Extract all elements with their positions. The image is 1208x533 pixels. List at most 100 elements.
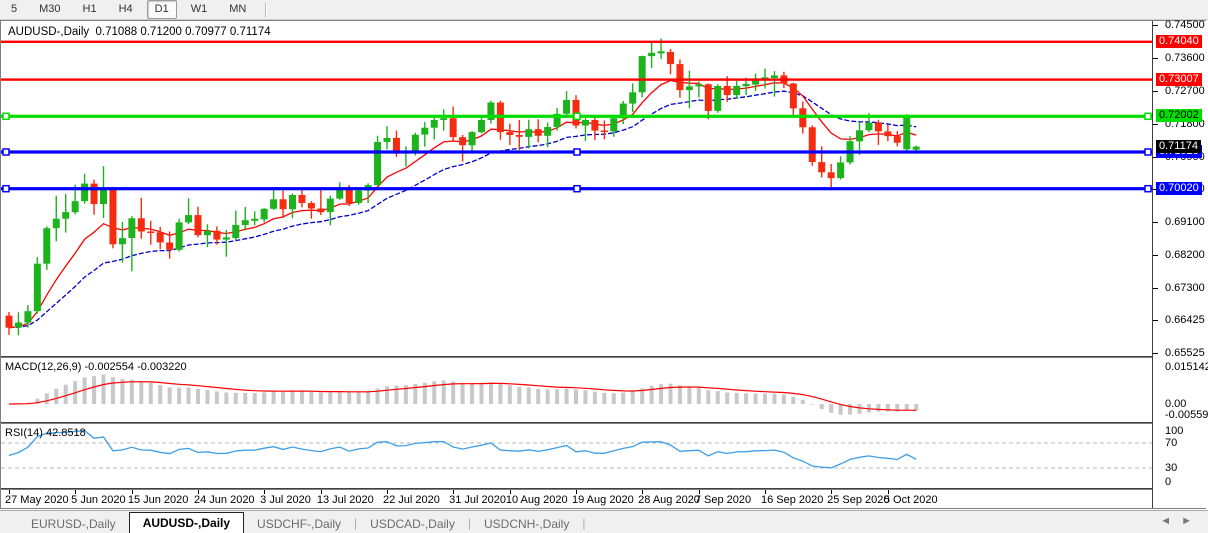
hline-price-badge[interactable]: 0.72002: [1156, 109, 1202, 122]
rsi-panel[interactable]: RSI(14) 42.8518: [1, 424, 1152, 488]
date-tick-label: 16 Sep 2020: [761, 494, 824, 506]
candle-body: [544, 127, 552, 136]
macd-histogram-bar: [630, 391, 635, 404]
candle-body: [676, 64, 684, 91]
candle-body: [770, 75, 778, 78]
macd-histogram-bar: [876, 404, 881, 412]
macd-histogram-bar: [517, 386, 522, 404]
price-tick-label: 0.69100: [1165, 216, 1205, 228]
line-handle[interactable]: [1144, 184, 1152, 193]
tab-scroll-right-icon[interactable]: ►: [1181, 515, 1202, 527]
macd-histogram-bar: [460, 383, 465, 404]
candle-body: [317, 208, 325, 213]
macd-histogram-bar: [233, 392, 238, 404]
date-tick: [198, 490, 199, 494]
macd-histogram-bar: [488, 382, 493, 404]
line-handle[interactable]: [2, 112, 10, 121]
macd-histogram-bar: [677, 385, 682, 404]
price-chart-panel[interactable]: [1, 21, 1152, 356]
timeframe-button-m30[interactable]: M30: [39, 3, 61, 15]
macd-histogram-bar: [413, 383, 418, 404]
macd-histogram-bar: [224, 392, 229, 404]
macd-panel[interactable]: MACD(12,26,9) -0.002554 -0.003220: [1, 358, 1152, 422]
price-tick-label: 0.73600: [1165, 52, 1205, 64]
macd-axis-label: 0.00: [1165, 398, 1187, 410]
candle-body: [657, 52, 665, 54]
macd-histogram-bar: [583, 390, 588, 404]
hline-price-badge[interactable]: 0.74040: [1156, 35, 1202, 48]
candle-body: [156, 232, 164, 243]
macd-histogram-bar: [252, 392, 257, 404]
line-handle[interactable]: [1144, 112, 1152, 121]
candle-body: [629, 92, 637, 104]
macd-histogram-bar: [696, 387, 701, 404]
date-tick-label: 3 Jul 2020: [260, 494, 311, 506]
candle-body: [326, 198, 334, 213]
panel-separator[interactable]: [1, 422, 1205, 424]
candle-body: [175, 222, 183, 250]
price-tick: [1153, 25, 1158, 26]
candle-body: [695, 84, 703, 87]
candle-body: [591, 120, 599, 131]
macd-histogram-bar: [375, 388, 380, 404]
macd-histogram-bar: [781, 394, 786, 404]
macd-histogram-bar: [611, 393, 616, 404]
timeframe-button-5[interactable]: 5: [11, 3, 18, 15]
macd-histogram-bar: [772, 393, 777, 404]
chart-tab-usdcnh[interactable]: USDCNH-,Daily: [483, 517, 570, 531]
horizontal-line[interactable]: [1, 40, 1152, 43]
ohlc-open: 0.71088: [95, 26, 138, 38]
ohlc-close: 0.71174: [229, 26, 271, 38]
candle-body: [704, 84, 712, 111]
hline-price-badge[interactable]: 0.70020: [1156, 182, 1202, 195]
line-handle[interactable]: [2, 184, 10, 193]
macd-histogram-bar: [819, 404, 824, 409]
chart-tab-eurusd[interactable]: EURUSD-,Daily: [31, 517, 116, 531]
timeframe-button-d1[interactable]: D1: [146, 0, 177, 19]
timeframe-button-mn[interactable]: MN: [229, 3, 247, 15]
timeframe-button-w1[interactable]: W1: [190, 3, 208, 15]
date-tick-label: 31 Jul 2020: [449, 494, 507, 506]
macd-histogram-bar: [328, 392, 333, 404]
price-tick-label: 0.67300: [1165, 282, 1205, 294]
line-handle[interactable]: [1144, 148, 1152, 156]
candle-body: [525, 129, 533, 137]
line-handle[interactable]: [573, 184, 581, 193]
macd-histogram-bar: [536, 388, 541, 404]
chart-tab-audusd[interactable]: AUDUSD-,Daily: [128, 512, 245, 533]
candle-body: [430, 120, 438, 128]
line-handle[interactable]: [573, 112, 581, 121]
candle-body: [137, 218, 145, 232]
candle-body: [893, 136, 901, 143]
candle-body: [648, 52, 656, 57]
timeframe-button-h4[interactable]: H4: [118, 3, 133, 15]
candle-body: [279, 199, 287, 210]
date-tick-label: 15 Jun 2020: [127, 494, 189, 506]
panel-separator[interactable]: [1, 356, 1205, 358]
rsi-axis-label: 70: [1165, 437, 1178, 449]
chart-tab-usdchf[interactable]: USDCHF-,Daily: [257, 517, 342, 531]
panel-separator[interactable]: [1, 488, 1205, 490]
timeframe-button-h1[interactable]: H1: [82, 3, 97, 15]
date-tick-label: 19 Aug 2020: [572, 494, 634, 506]
macd-histogram-bar: [744, 393, 749, 404]
tab-separator: |: [467, 515, 471, 530]
date-tick: [75, 490, 77, 494]
candle-body: [468, 132, 476, 146]
candle-body: [392, 137, 400, 154]
candle-body: [43, 228, 51, 264]
line-handle[interactable]: [573, 148, 581, 156]
tab-scroll-left-icon[interactable]: ◄: [1160, 515, 1182, 527]
candle-body: [213, 230, 221, 240]
line: [8, 429, 917, 469]
horizontal-line[interactable]: [1, 78, 1152, 81]
chart-window[interactable]: AUDUSD-,Daily 0.71088 0.71200 0.70977 0.…: [0, 19, 1208, 509]
candle-body: [827, 172, 835, 179]
macd-histogram-bar: [158, 385, 163, 404]
hline-price-badge[interactable]: 0.73007: [1156, 73, 1202, 86]
line-handle[interactable]: [2, 148, 10, 156]
candle-body: [118, 238, 126, 245]
candle-body: [90, 183, 98, 205]
chart-tab-usdcad[interactable]: USDCAD-,Daily: [370, 517, 455, 531]
